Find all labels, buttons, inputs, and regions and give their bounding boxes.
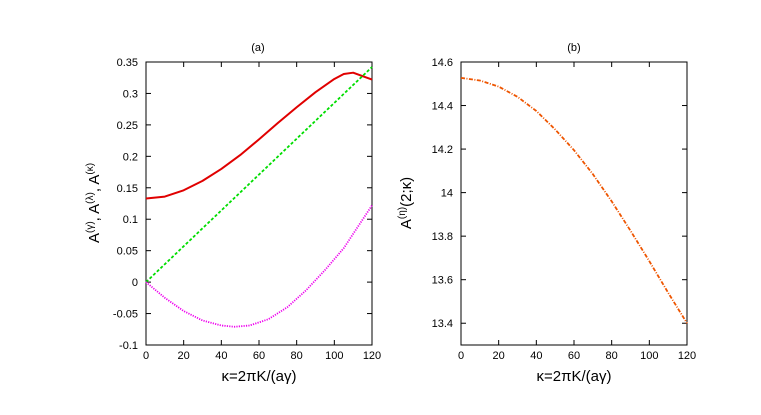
y-tick-label: 0.35	[117, 57, 138, 69]
panel-a-y-label-part: (γ)	[85, 221, 96, 233]
panel-b-x-ticks: 0 20 40 60 80 100 120	[458, 62, 696, 362]
x-tick-label: 40	[215, 350, 227, 362]
panel-a-x-axis-label: κ=2πK/(aγ)	[222, 368, 297, 385]
x-tick-label: 80	[291, 350, 303, 362]
x-tick-label: 100	[640, 350, 658, 362]
panel-a-y-axis-label: A(γ), A(λ), A(κ)	[85, 163, 103, 243]
y-tick-label: 0.1	[123, 214, 138, 226]
x-tick-label: 120	[363, 350, 381, 362]
y-tick-label: 0	[132, 277, 138, 289]
panel-b-y-axis-label: A(η)(2;κ)	[397, 177, 415, 229]
x-tick-label: 100	[325, 350, 343, 362]
panel-b: (b) 0 20 40 60 80 100 120 13.4 13.6 13.8 14 14.2 14…	[397, 42, 696, 385]
y-tick-label: -0.1	[119, 340, 138, 352]
y-tick-label: 13.8	[432, 231, 453, 243]
x-tick-label: 20	[178, 350, 190, 362]
y-tick-label: -0.05	[113, 309, 138, 321]
y-tick-label: 13.6	[432, 275, 453, 287]
panel-b-title: (b)	[567, 42, 580, 54]
panel-a-y-label-part: A	[86, 233, 103, 243]
x-tick-label: 0	[143, 350, 149, 362]
y-tick-label: 14.6	[432, 57, 453, 69]
y-tick-label: 0.2	[123, 151, 138, 163]
panel-a-x-ticks: 0 20 40 60 80 100 120	[143, 62, 381, 362]
panel-b-x-axis-label: κ=2πK/(aγ)	[537, 368, 612, 385]
y-tick-label: 13.4	[432, 318, 453, 330]
y-tick-label: 14.4	[432, 101, 453, 113]
x-tick-label: 120	[678, 350, 696, 362]
x-tick-label: 60	[253, 350, 265, 362]
panel-b-y-label-part: (η)	[397, 207, 408, 219]
panel-b-y-label-part: A	[398, 219, 415, 229]
panel-b-plot-frame	[460, 61, 688, 346]
x-tick-label: 20	[493, 350, 505, 362]
panel-a-y-label-part: (λ)	[85, 192, 96, 204]
panel-a-y-label-part: , A	[86, 204, 103, 222]
series-line-1	[460, 76, 688, 324]
y-tick-label: 0.15	[117, 183, 138, 195]
panel-a-y-label-part: , A	[86, 175, 103, 193]
y-tick-label: 14	[441, 188, 453, 200]
y-tick-label: 0.05	[117, 246, 138, 258]
panel-a: (a) 0 20 40 60 80 100 120 -0.1 -0.05 0 0.05 0.1 0.1…	[85, 42, 381, 385]
panel-a-series	[145, 66, 373, 328]
x-tick-label: 80	[606, 350, 618, 362]
x-tick-label: 60	[568, 350, 580, 362]
y-tick-label: 14.2	[432, 144, 453, 156]
x-tick-label: 0	[458, 350, 464, 362]
series-line-2	[145, 66, 373, 283]
panel-b-y-ticks: 13.4 13.6 13.8 14 14.2 14.4 14.6	[432, 57, 687, 330]
panel-a-title: (a)	[251, 42, 264, 54]
series-line-3	[145, 204, 373, 328]
series-line-1	[145, 71, 373, 200]
panel-b-series	[460, 76, 688, 324]
y-tick-label: 0.25	[117, 120, 138, 132]
y-tick-label: 0.3	[123, 88, 138, 100]
x-tick-label: 40	[530, 350, 542, 362]
panel-a-plot-frame	[145, 61, 373, 346]
panel-b-y-label-part: (2;κ)	[398, 177, 415, 207]
panel-a-y-label-part: (κ)	[85, 163, 96, 175]
panel-a-y-ticks: -0.1 -0.05 0 0.05 0.1 0.15 0.2 0.25 0.3 0.35	[113, 57, 372, 352]
